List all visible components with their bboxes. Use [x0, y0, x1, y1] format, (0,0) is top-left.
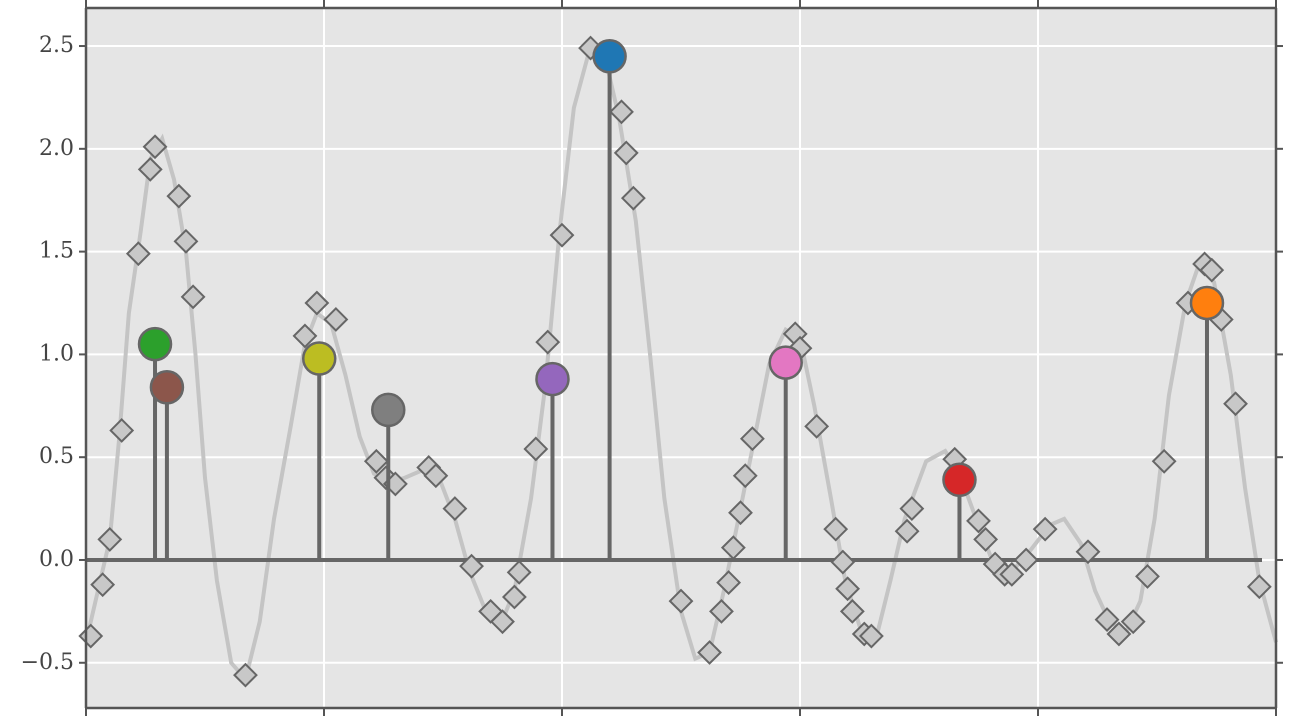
diamond-point [823, 516, 849, 542]
stem-marker [371, 392, 406, 428]
diamond-point [292, 323, 318, 349]
diamond-point [858, 623, 884, 649]
diamond-point [1120, 609, 1146, 635]
diamond-point [459, 553, 484, 579]
diamond-point [613, 140, 639, 166]
diamond-point [1075, 539, 1101, 565]
diamond-point [1013, 547, 1039, 573]
y-tick-label: 1.0 [39, 341, 74, 366]
diamond-point [442, 496, 468, 522]
diamond-point [97, 527, 123, 552]
stem-marker [592, 39, 627, 74]
diamond-point [609, 99, 634, 125]
diamond-point [709, 598, 734, 624]
diamond-point [1199, 257, 1225, 283]
diamond-point [180, 284, 206, 310]
diamond-point [839, 598, 865, 624]
diamond-point [90, 572, 116, 598]
diamond-point [549, 222, 575, 248]
diamond-point [523, 436, 549, 462]
diamond-point [620, 185, 646, 211]
diamond-point [1094, 607, 1120, 633]
diamond-point [363, 448, 389, 474]
diamond-point [804, 413, 830, 439]
diamond-point [973, 527, 999, 552]
diamond-point [899, 496, 925, 522]
stem-marker [137, 326, 173, 362]
diamond-point [1223, 391, 1248, 417]
diamond-point [999, 561, 1025, 587]
diamond-point [830, 549, 856, 575]
stem-marker [942, 462, 977, 498]
diamond-point [668, 588, 694, 614]
diamond-point [835, 576, 861, 602]
stem-marker [535, 361, 570, 397]
y-tick-label: 2.0 [39, 136, 74, 161]
diamond-point [697, 640, 722, 665]
diamond-point [490, 609, 515, 635]
diamond-point [109, 418, 135, 443]
y-tick-label: 2.5 [39, 33, 74, 58]
diamond-point [501, 584, 527, 610]
y-tick-label: −0.5 [21, 650, 74, 675]
stem-marker [768, 345, 803, 380]
diamond-point [728, 500, 753, 526]
stem-marker [301, 341, 337, 376]
stem-marker [149, 370, 185, 405]
y-tick-label: 0.5 [39, 444, 74, 469]
diamond-point [166, 183, 192, 209]
diamond-point [506, 559, 532, 585]
diamond-point [323, 307, 349, 332]
diamond-point [142, 134, 168, 160]
diamond-point [739, 426, 765, 452]
diamond-point [966, 508, 991, 534]
diamond-point [137, 156, 163, 182]
diamond-point [125, 241, 151, 267]
y-tick-label: 0.0 [39, 547, 74, 572]
diamond-point [732, 463, 758, 489]
diamond-point [1246, 574, 1272, 600]
diamond-point [304, 290, 330, 316]
diamond-point [716, 570, 742, 596]
diamond-point [1151, 448, 1177, 474]
diamond-point [423, 463, 449, 489]
y-tick-label: 1.5 [39, 239, 74, 264]
diamond-point [720, 535, 746, 561]
diamond-point [1032, 516, 1058, 542]
diamond-point [535, 329, 561, 355]
diamond-point [1106, 621, 1132, 647]
diamond-point [894, 518, 920, 544]
diamond-point [1135, 564, 1160, 589]
diamond-point [233, 662, 258, 688]
stem-marker [1189, 285, 1225, 321]
diamond-point [173, 228, 199, 254]
